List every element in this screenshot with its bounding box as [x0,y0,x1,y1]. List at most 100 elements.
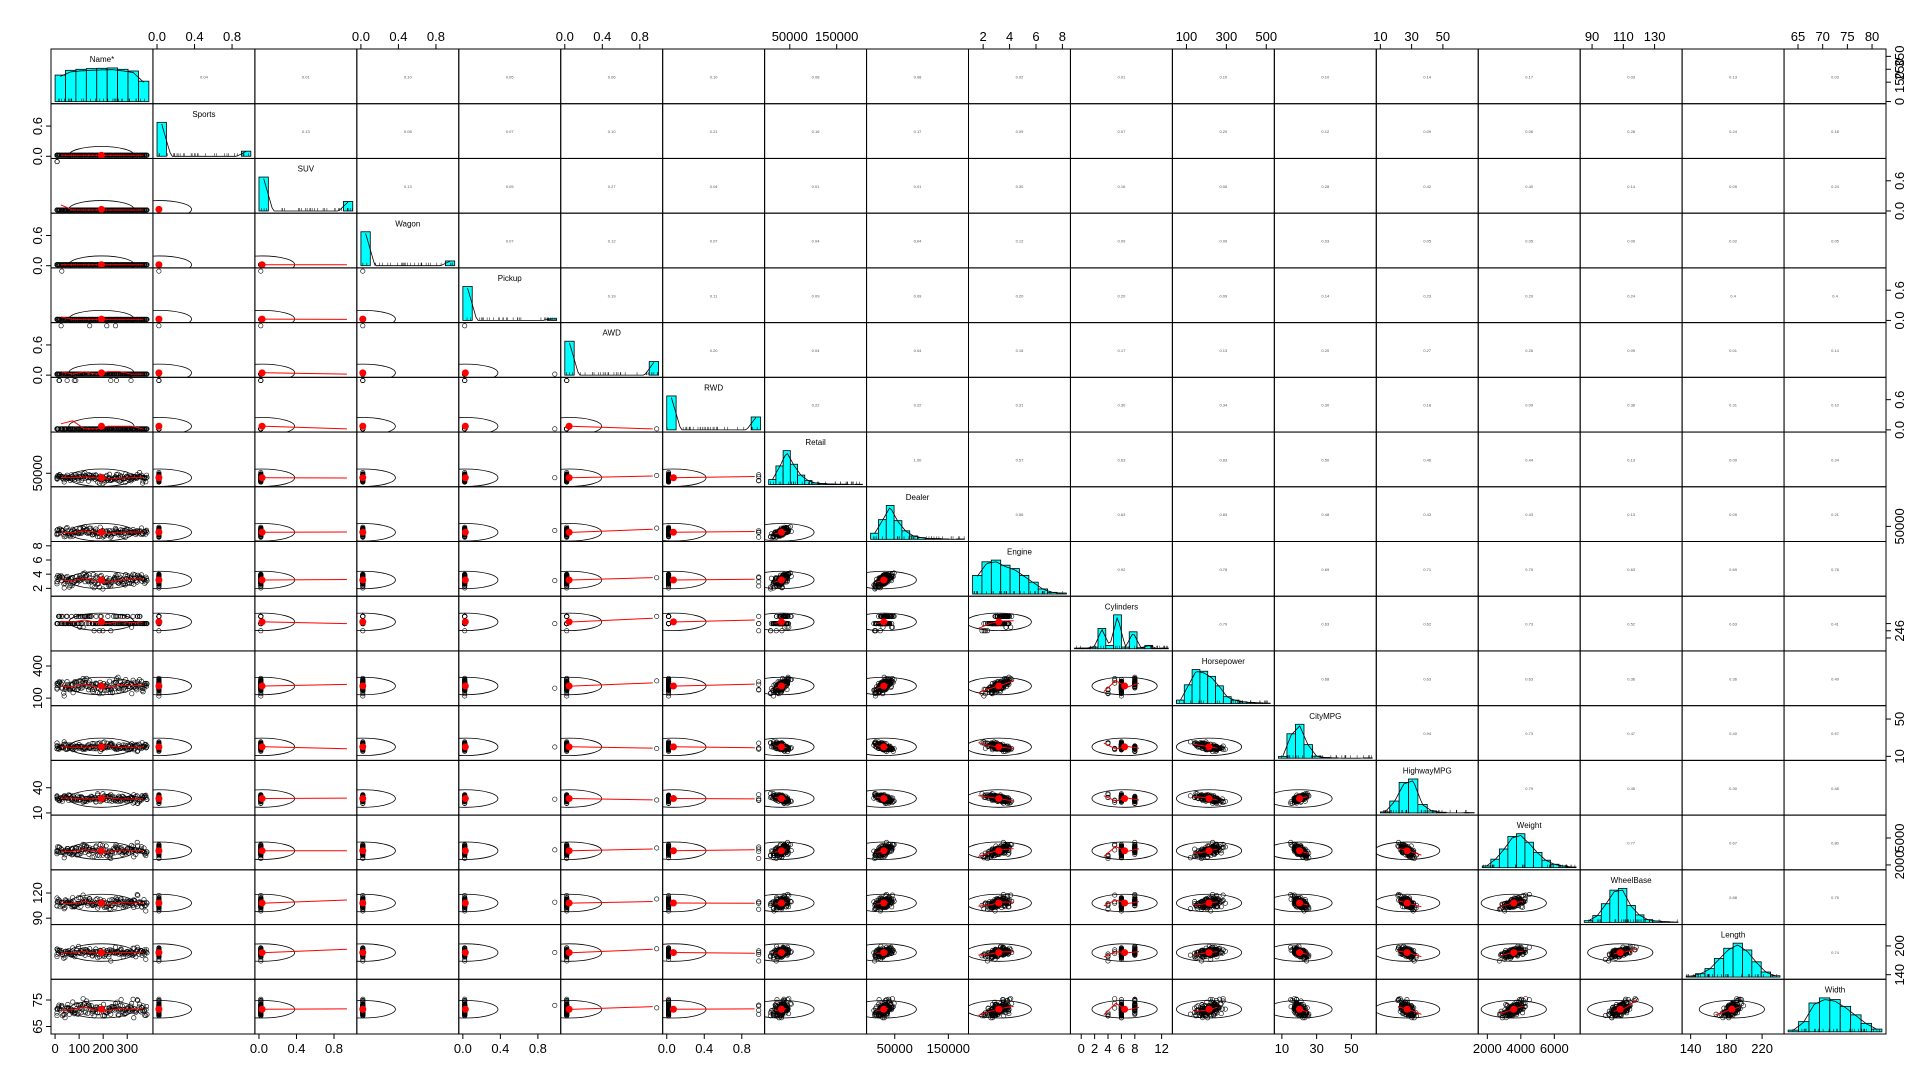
panel-border [152,431,256,488]
smoother-line [264,425,347,430]
correlation-ellipse [68,200,135,214]
scatter-point [156,377,162,383]
variable-name: Sports [192,110,215,119]
mean-point [258,369,266,377]
scatter-group [356,377,396,433]
scatter-point [134,574,140,580]
scatter-point [756,534,762,540]
panel-6-17: 0.10 [1783,376,1887,433]
panel-7-12: 0.50 [1273,431,1377,488]
correlation-label: 0.04 [914,348,923,353]
scatter-point [71,377,77,383]
panel-border [254,267,358,324]
correlation-label: 0.20 [1016,293,1025,298]
panel-3-0 [50,212,154,269]
correlation-label: 0.4 [1730,293,1736,298]
panel-3-7: 0.04 [764,212,868,269]
panel-7-14: 0.44 [1477,431,1581,488]
panel-border [50,212,154,269]
correlation-label: 0.09 [1219,293,1228,298]
correlation-label: 0.17 [914,129,923,134]
correlation-label: 0.24 [1729,129,1738,134]
panel-0-3: 0.10 [356,48,460,105]
panel-0-16: 0.13 [1681,48,1785,105]
panel-6-0 [50,376,154,433]
scatter-group [152,323,192,378]
smoother-line [570,425,653,430]
panel-3-9: 0.12 [968,212,1071,269]
panel-4-1 [152,267,256,324]
mean-point [461,528,469,536]
scatter-point [552,578,558,584]
mean-point [669,474,677,482]
scatter-group [152,268,192,323]
panel-7-10: 0.63 [1069,431,1173,488]
panel-8-7 [764,486,868,542]
scatter-point [87,575,93,581]
scatter-group [54,255,150,268]
panel-8-12: 0.48 [1273,486,1377,542]
panel-5-0 [50,322,154,378]
mean-point [258,261,266,268]
scatter-point [144,262,150,268]
correlation-label: 0.07 [506,129,515,134]
panel-0-17: 0.03 [1783,48,1887,105]
correlation-label: 0.09 [1525,403,1534,408]
hist-bar [360,231,371,267]
mean-point [461,369,469,377]
panel-0-10: 0.01 [1069,48,1173,105]
panel-4-14: 0.29 [1477,267,1581,324]
correlation-label: 0.06 [608,74,617,79]
hist-bar [885,504,895,540]
panel-2-12: 0.28 [1273,157,1377,214]
panel-3-13: 0.05 [1375,212,1479,269]
panel-7-17: 0.24 [1783,431,1887,488]
scatter-point [108,377,114,383]
density-curve [671,397,757,431]
correlation-label: 0.44 [1525,457,1534,462]
scatter-point [552,527,558,533]
scatter-point [654,426,660,432]
scatter-group [152,377,192,433]
scatter-point [58,526,64,532]
scatter-point [144,371,150,377]
correlation-label: 0.10 [404,74,413,79]
correlation-label: 0.01 [302,74,311,79]
panel-6-8: 0.22 [866,376,969,433]
correlation-label: 0.05 [506,184,515,189]
panel-8-5 [560,486,664,542]
panel-5-13: 0.27 [1375,322,1479,378]
panel-6-2 [254,376,358,433]
scatter-group [54,377,150,433]
correlation-ellipse [458,363,499,378]
panel-1-2: 0.13 [254,103,358,159]
panel-0-0: Name* [50,48,154,105]
correlation-ellipse [356,309,396,323]
mean-point [359,315,367,323]
hist-bar [106,67,119,102]
scatter-point [360,323,366,329]
panel-border [152,267,256,324]
scatter-group [356,268,396,323]
mean-point [155,576,163,584]
scatter-point [144,578,150,584]
panel-6-3 [356,376,460,433]
panel-4-10: 0.20 [1069,267,1173,324]
correlation-label: 0.16 [812,129,821,134]
panel-1-9: 0.09 [968,103,1071,159]
scatter-point [66,584,72,590]
scatter-point [360,377,366,383]
scatter-point [768,531,774,537]
scatter-point [783,525,789,531]
panel-2-0 [50,157,154,214]
panel-border [152,212,256,269]
correlation-label: 0.05 [506,74,515,79]
panel-border [254,376,358,433]
panel-4-4: Pickup [458,267,562,324]
correlation-label: 0.04 [914,239,923,244]
panel-5-3 [356,322,460,378]
scatter-point [666,472,672,478]
density-curve [365,233,451,267]
scatter-point [140,478,146,484]
